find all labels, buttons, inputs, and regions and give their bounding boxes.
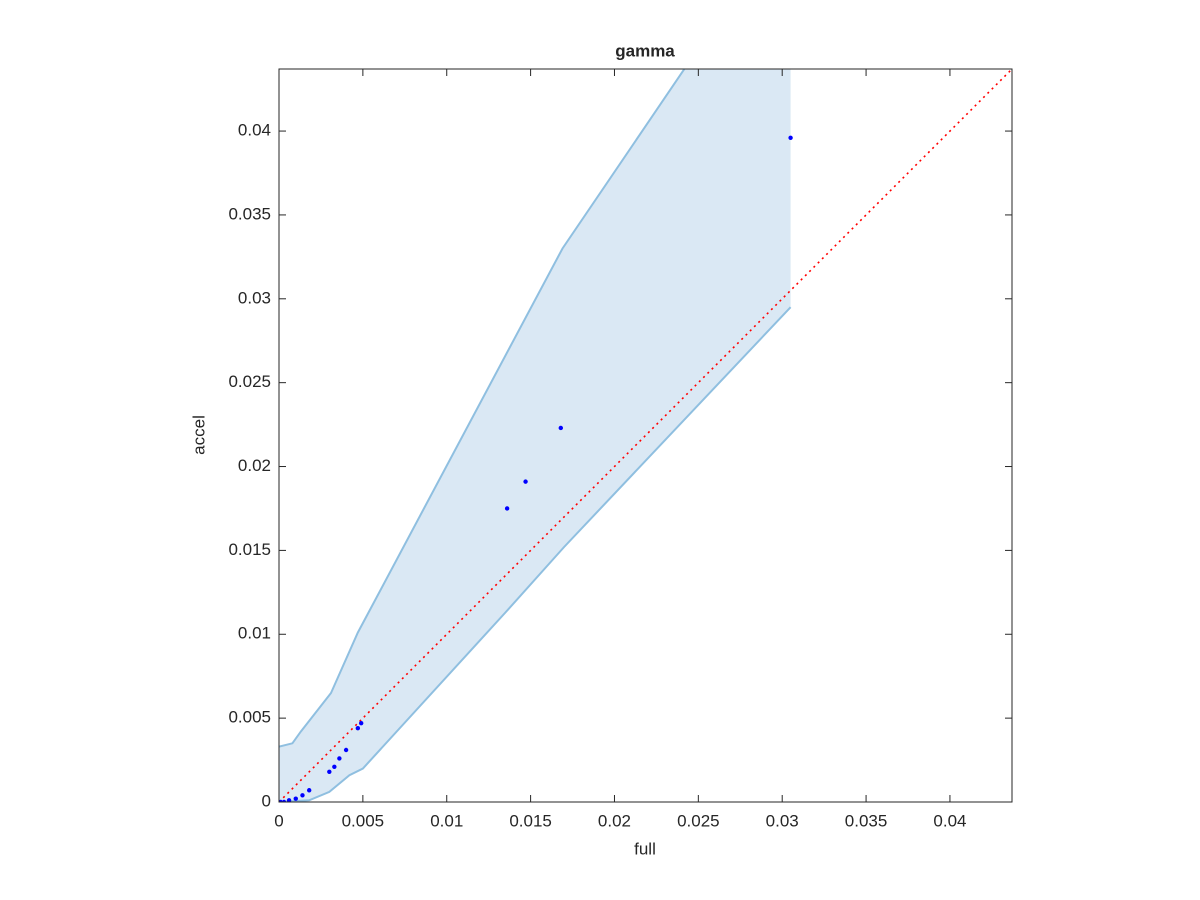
y-tick-label: 0.01 — [238, 624, 271, 643]
data-point — [306, 788, 312, 793]
axes-box — [278, 68, 1013, 803]
y-tick-label: 0.04 — [238, 121, 271, 140]
data-point — [504, 506, 510, 511]
y-tick-label: 0.02 — [238, 456, 271, 475]
data-point — [286, 798, 292, 802]
data-point — [300, 793, 305, 798]
y-tick-label: 0.015 — [228, 540, 271, 559]
y-tick-label: 0.035 — [228, 204, 271, 223]
data-point — [355, 725, 361, 731]
x-tick-label: 0.04 — [933, 811, 966, 830]
data-point — [343, 747, 349, 753]
x-tick-label: 0.01 — [430, 811, 463, 830]
data-point — [332, 764, 337, 769]
data-point — [279, 799, 283, 802]
band-upper-edge — [279, 69, 686, 748]
x-tick-label: 0.02 — [598, 811, 631, 830]
data-point — [523, 479, 528, 484]
y-tick-label: 0.03 — [238, 288, 271, 307]
data-point — [293, 796, 298, 801]
data-point — [327, 769, 332, 775]
band-fill — [279, 69, 791, 802]
data-point — [788, 135, 793, 140]
x-tick-label: 0.035 — [845, 811, 888, 830]
chart-title: gamma — [615, 41, 675, 60]
x-tick-label: 0 — [274, 811, 283, 830]
y-tick-label: 0.025 — [228, 372, 271, 391]
data-point — [337, 756, 342, 761]
x-axis-label: full — [634, 839, 656, 858]
x-tick-label: 0.03 — [766, 811, 799, 830]
plot-area — [279, 69, 1012, 802]
y-axis-label: accel — [189, 415, 208, 455]
x-tick-label: 0.025 — [677, 811, 720, 830]
x-tick-label: 0.015 — [509, 811, 552, 830]
x-tick-label: 0.005 — [342, 811, 385, 830]
band-lower-edge — [279, 306, 792, 802]
data-point — [281, 799, 287, 802]
data-point — [358, 720, 364, 726]
y-tick-label: 0.005 — [228, 708, 271, 727]
y-tick-label: 0 — [262, 791, 271, 810]
data-point — [558, 425, 563, 431]
